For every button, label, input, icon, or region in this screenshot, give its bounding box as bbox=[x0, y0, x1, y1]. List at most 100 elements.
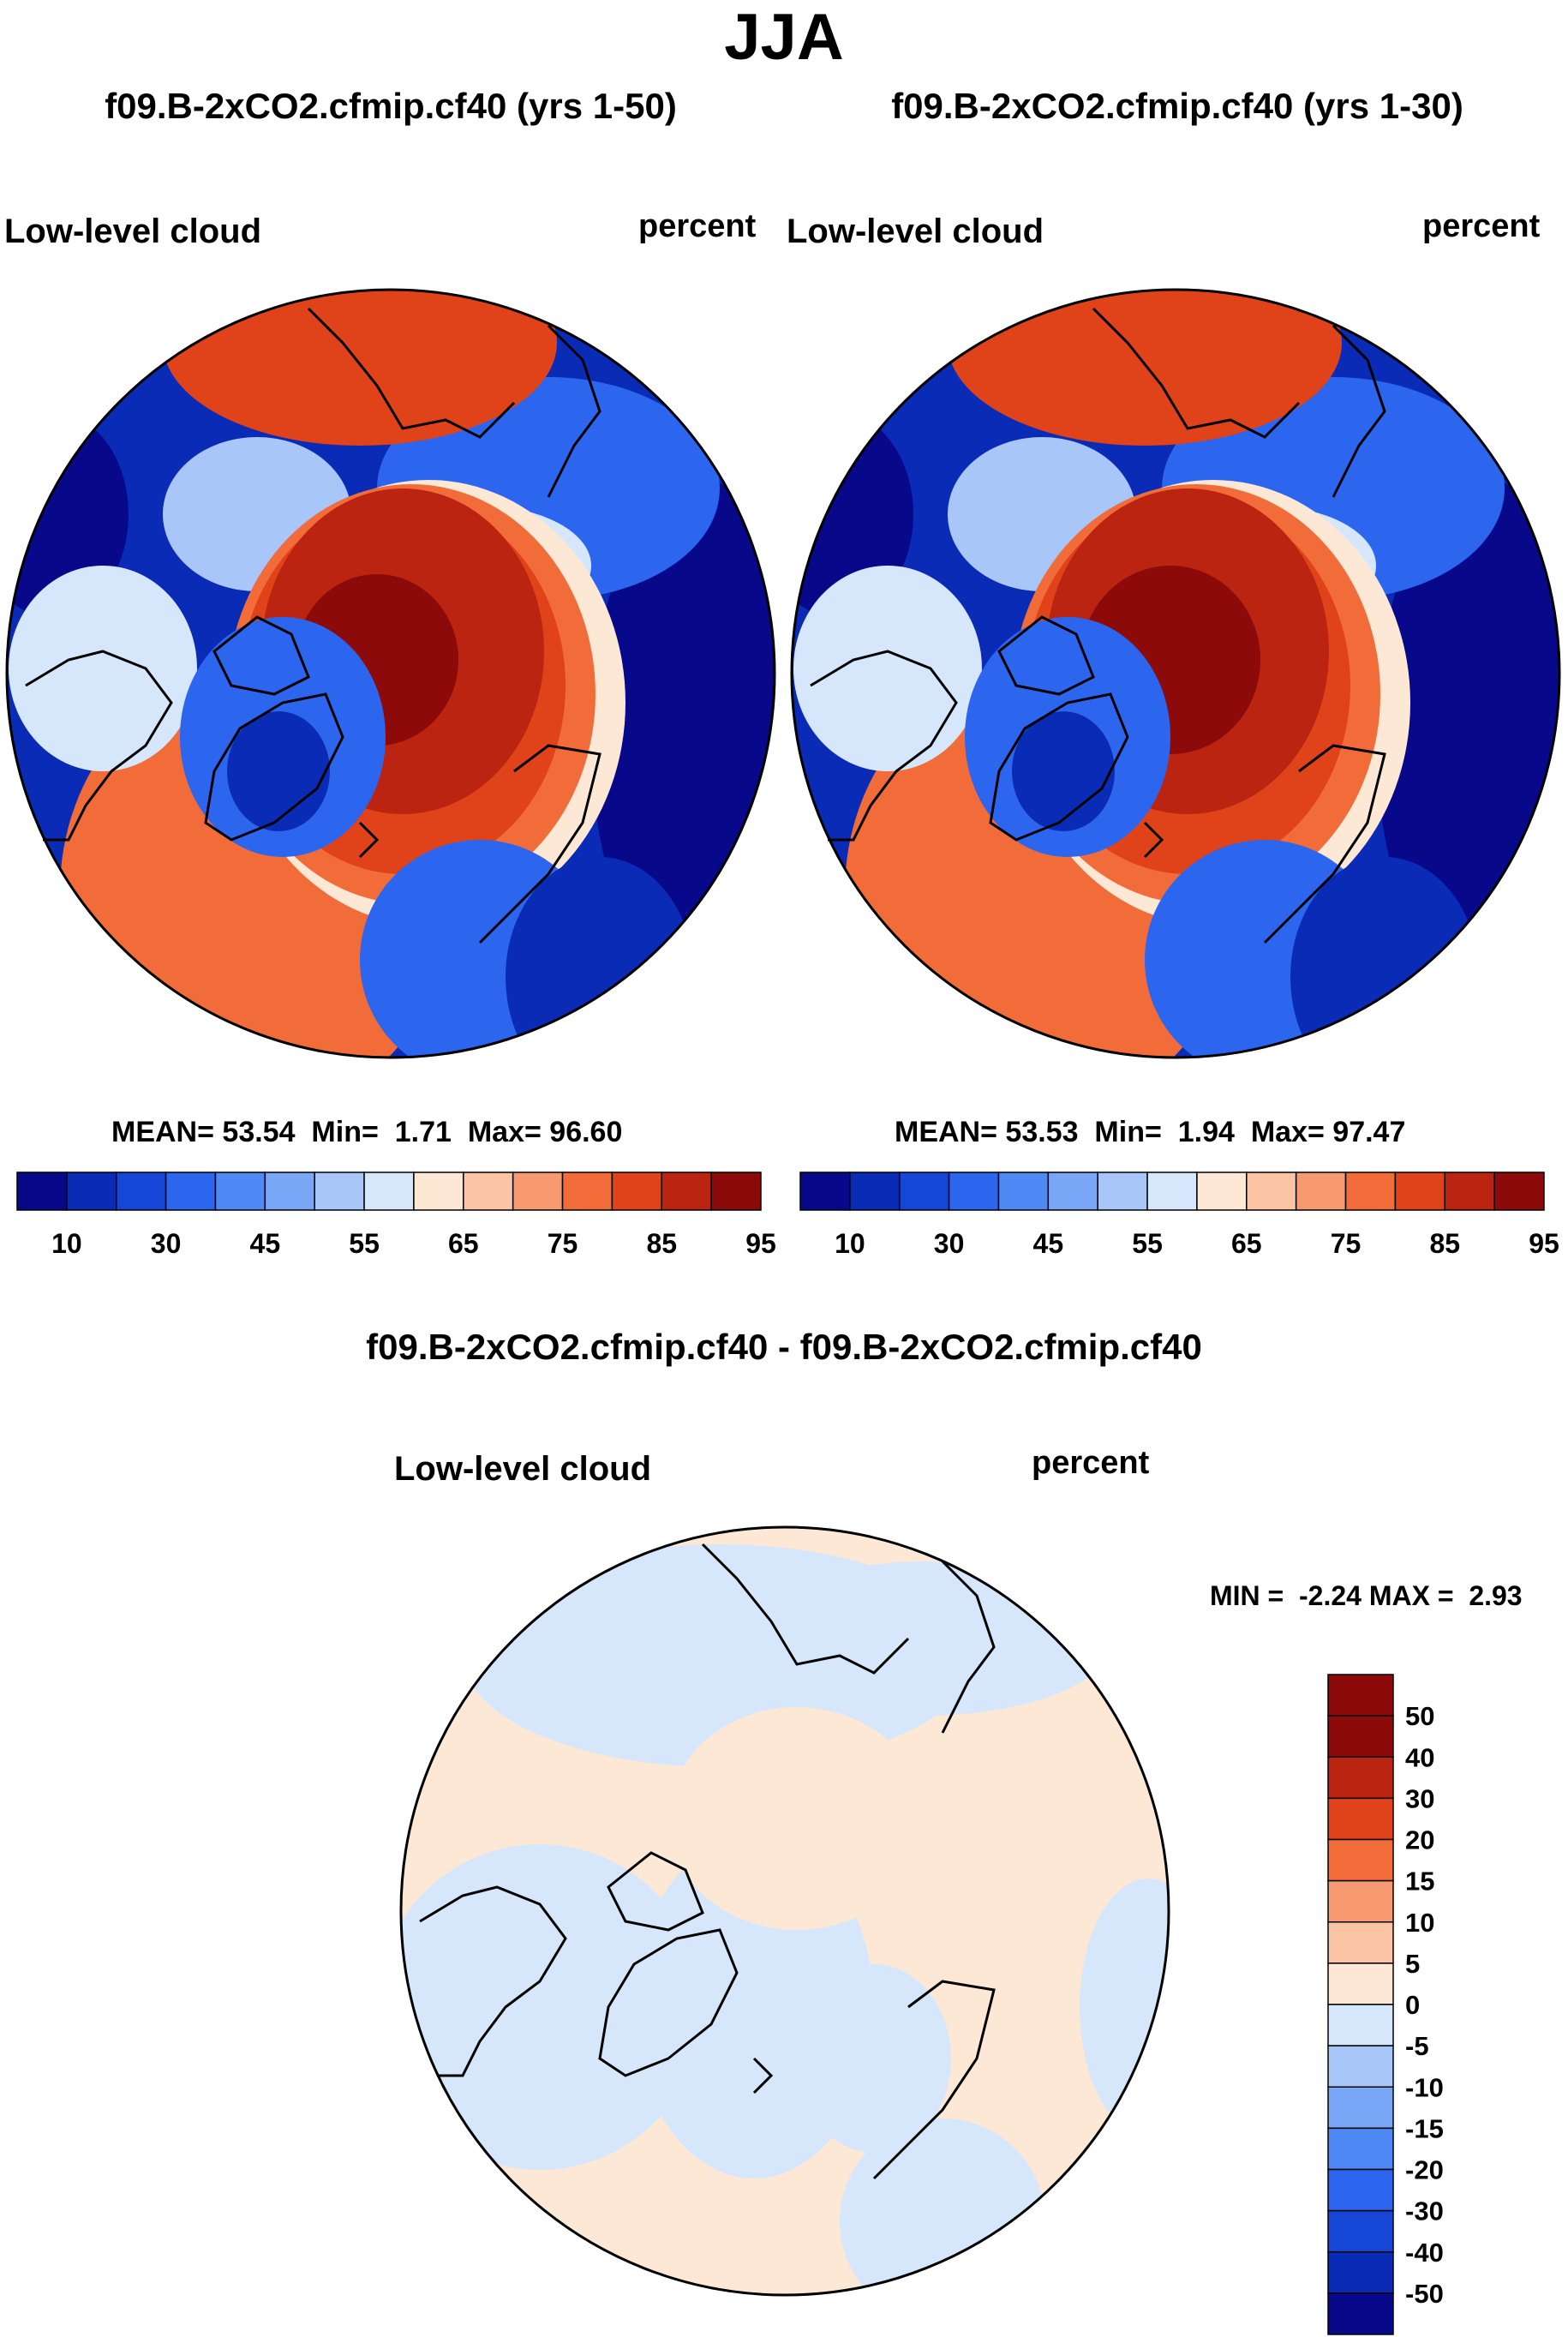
colorbar-tick-label: 30 bbox=[1405, 1783, 1434, 1813]
colorbar-tick-label: -50 bbox=[1405, 2279, 1444, 2309]
colorbar-box bbox=[1493, 1171, 1545, 1211]
panel1-colorbar: 10 30 45 55 65 75 85 95 bbox=[16, 1171, 776, 1259]
colorbar-box bbox=[1444, 1171, 1495, 1211]
colorbar-tick-label: 75 bbox=[1331, 1228, 1362, 1259]
colorbar-box bbox=[1196, 1171, 1248, 1211]
diff-case-title: f09.B-2xCO2.cfmip.cf40 - f09.B-2xCO2.cfm… bbox=[366, 1327, 1202, 1367]
colorbar-box bbox=[1146, 1171, 1198, 1211]
colorbar-box bbox=[799, 1171, 851, 1211]
colorbar-tick-label: 55 bbox=[349, 1228, 380, 1259]
colorbar-box bbox=[1327, 1715, 1394, 1758]
colorbar-tick-label: 45 bbox=[1033, 1228, 1064, 1259]
panel2-case-title: f09.B-2xCO2.cfmip.cf40 (yrs 1-30) bbox=[891, 86, 1463, 126]
colorbar-box bbox=[948, 1171, 1000, 1211]
colorbar-tick-label: 15 bbox=[1405, 1867, 1434, 1897]
colorbar-tick-label: -30 bbox=[1405, 2196, 1444, 2226]
colorbar-tick-label: 50 bbox=[1405, 1701, 1434, 1731]
colorbar-tick-label: 75 bbox=[548, 1228, 578, 1259]
panel1-stats: MEAN= 53.54 Min= 1.71 Max= 96.60 bbox=[111, 1116, 622, 1149]
colorbar-box bbox=[1327, 2086, 1394, 2130]
panel1-mean-label: MEAN= bbox=[111, 1116, 214, 1148]
colorbar-box bbox=[1327, 1797, 1394, 1841]
colorbar-tick-label: 30 bbox=[151, 1228, 182, 1259]
colorbar-tick-label: 30 bbox=[934, 1228, 965, 1259]
colorbar-box bbox=[66, 1171, 117, 1211]
colorbar-box bbox=[997, 1171, 1050, 1211]
colorbar-tick-label: -5 bbox=[1405, 2031, 1429, 2061]
panel2-min-value: 1.94 bbox=[1177, 1116, 1235, 1148]
colorbar-box bbox=[463, 1171, 514, 1211]
panel1-units-label: percent bbox=[638, 208, 757, 244]
panel2-polar-map bbox=[790, 288, 1561, 1059]
colorbar-box bbox=[363, 1171, 415, 1211]
colorbar-box bbox=[1327, 1921, 1394, 1964]
diff-min-label: MIN = bbox=[1210, 1580, 1284, 1611]
panel2-mean-value: 53.53 bbox=[1005, 1116, 1079, 1148]
colorbar-tick-label: 20 bbox=[1405, 1825, 1434, 1855]
colorbar-tick-label: 95 bbox=[745, 1228, 776, 1259]
diff-units-label: percent bbox=[1032, 1445, 1150, 1481]
colorbar-tick-label: 10 bbox=[1405, 1908, 1434, 1938]
colorbar-tick-label: -20 bbox=[1405, 2155, 1444, 2185]
panel1-max-label: Max= bbox=[467, 1116, 542, 1148]
colorbar-tick-label: 10 bbox=[835, 1228, 865, 1259]
diff-max-label: MAX = bbox=[1368, 1580, 1454, 1611]
panel2-max-value: 97.47 bbox=[1332, 1116, 1406, 1148]
colorbar-box bbox=[413, 1171, 464, 1211]
colorbar-box bbox=[16, 1171, 68, 1211]
panel1-polar-map bbox=[5, 288, 776, 1059]
colorbar-box bbox=[512, 1171, 564, 1211]
colorbar-box bbox=[1327, 1879, 1394, 1923]
panel2-mean-label: MEAN= bbox=[895, 1116, 997, 1148]
diff-variable-label: Low-level cloud bbox=[394, 1450, 652, 1488]
panel1-min-value: 1.71 bbox=[394, 1116, 452, 1148]
colorbar-tick-label: -15 bbox=[1405, 2113, 1444, 2143]
colorbar-tick-label: 45 bbox=[250, 1228, 281, 1259]
colorbar-box bbox=[115, 1171, 167, 1211]
panel2-stats: MEAN= 53.53 Min= 1.94 Max= 97.47 bbox=[895, 1116, 1405, 1149]
diff-stats: MIN = -2.24 MAX = 2.93 bbox=[1210, 1580, 1523, 1612]
panel1-max-value: 96.60 bbox=[549, 1116, 623, 1148]
colorbar-tick-label: 0 bbox=[1405, 1990, 1420, 2020]
diff-polar-map bbox=[399, 1525, 1170, 2297]
colorbar-box bbox=[264, 1171, 315, 1211]
page-title: JJA bbox=[724, 1, 844, 74]
colorbar-box bbox=[1327, 2168, 1394, 2212]
colorbar-tick-label: 95 bbox=[1529, 1228, 1559, 1259]
diff-min-value: -2.24 bbox=[1299, 1580, 1362, 1611]
colorbar-box bbox=[214, 1171, 266, 1211]
colorbar-box bbox=[661, 1171, 712, 1211]
colorbar-tick-label: 65 bbox=[1231, 1228, 1262, 1259]
colorbar-box bbox=[1327, 1674, 1394, 1717]
colorbar-tick-label: 65 bbox=[448, 1228, 479, 1259]
panel1-min-label: Min= bbox=[311, 1116, 379, 1148]
colorbar-box bbox=[1327, 2292, 1394, 2335]
colorbar-tick-label: -40 bbox=[1405, 2238, 1444, 2268]
colorbar-tick-label: 85 bbox=[646, 1228, 677, 1259]
colorbar-box bbox=[1327, 1838, 1394, 1882]
colorbar-tick-label: 55 bbox=[1132, 1228, 1163, 1259]
colorbar-tick-label: 10 bbox=[51, 1228, 82, 1259]
colorbar-tick-label: 40 bbox=[1405, 1742, 1434, 1772]
colorbar-box bbox=[1327, 2209, 1394, 2253]
panel2-variable-label: Low-level cloud bbox=[787, 213, 1044, 250]
panel2-colorbar: 10 30 45 55 65 75 85 95 bbox=[799, 1171, 1559, 1259]
panel2-units-label: percent bbox=[1422, 208, 1541, 244]
colorbar-box bbox=[898, 1171, 950, 1211]
colorbar-box bbox=[1327, 2127, 1394, 2171]
colorbar-box bbox=[1327, 1962, 1394, 2005]
colorbar-box bbox=[710, 1171, 762, 1211]
colorbar-box bbox=[611, 1171, 663, 1211]
panel1-variable-label: Low-level cloud bbox=[4, 213, 262, 250]
colorbar-box bbox=[561, 1171, 613, 1211]
colorbar-box bbox=[1327, 2251, 1394, 2294]
colorbar-box bbox=[1295, 1171, 1347, 1211]
colorbar-box bbox=[1327, 2004, 1394, 2046]
colorbar-box bbox=[165, 1171, 217, 1211]
colorbar-box bbox=[1344, 1171, 1397, 1211]
colorbar-box bbox=[1097, 1171, 1148, 1211]
panel1-mean-value: 53.54 bbox=[222, 1116, 296, 1148]
colorbar-box bbox=[1047, 1171, 1098, 1211]
colorbar-tick-label: 5 bbox=[1405, 1949, 1420, 1979]
